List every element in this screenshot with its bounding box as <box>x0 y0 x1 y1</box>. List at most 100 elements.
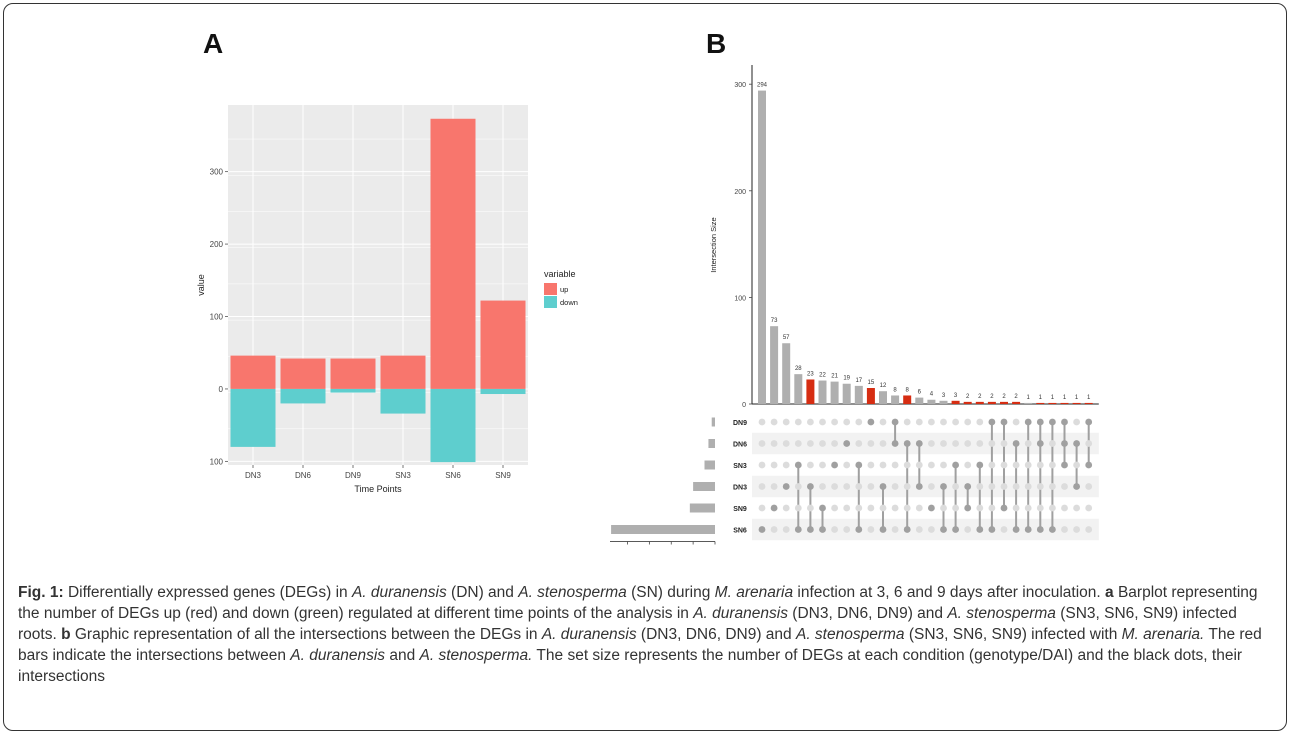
matrix-dot-inactive <box>903 461 911 469</box>
matrix-dot-inactive <box>1036 483 1044 490</box>
caption-segment: A. duranensis <box>351 584 447 601</box>
y-tick-label: 300 <box>210 168 224 177</box>
matrix-dot-active <box>1036 418 1044 426</box>
intersection-y-tick-label: 200 <box>734 189 746 196</box>
matrix-dot-inactive <box>1085 440 1093 447</box>
matrix-dot-inactive <box>976 504 984 512</box>
legend-title: variable <box>544 269 576 279</box>
matrix-dot-inactive <box>758 461 766 469</box>
matrix-dot-inactive <box>1049 440 1056 447</box>
set-size-bar <box>611 525 715 534</box>
intersection-value-label: 19 <box>843 376 850 382</box>
x-tick-label: DN3 <box>245 471 262 480</box>
intersection-value-label: 22 <box>819 373 826 379</box>
matrix-dot-active <box>952 526 959 533</box>
matrix-dot-active <box>807 483 814 490</box>
matrix-dot-active <box>928 504 935 512</box>
matrix-dot-active <box>1000 418 1008 426</box>
matrix-dot-inactive <box>1000 440 1008 447</box>
x-axis-title: Time Points <box>354 484 402 494</box>
matrix-dot-inactive <box>964 418 972 426</box>
matrix-dot-active <box>819 526 826 533</box>
caption-segment: A. duranensis <box>541 626 637 643</box>
intersection-bar <box>866 388 875 404</box>
panel-label-a: A <box>203 28 224 59</box>
intersection-bar <box>1048 402 1057 404</box>
matrix-dot-inactive <box>891 461 899 469</box>
intersection-bar <box>1060 402 1069 404</box>
matrix-dot-inactive <box>807 504 814 512</box>
matrix-dot-active <box>867 418 875 426</box>
matrix-dot-inactive <box>807 440 814 447</box>
matrix-dot-active <box>879 483 887 490</box>
matrix-dot-inactive <box>1012 483 1020 490</box>
caption-segment: A. duranensis <box>693 605 788 622</box>
y-tick-label: 100 <box>210 313 224 322</box>
matrix-dot-active <box>1073 483 1080 490</box>
caption-segment: and <box>385 647 420 664</box>
matrix-dot-active <box>891 440 899 447</box>
intersection-value-label: 15 <box>868 380 875 386</box>
matrix-dot-inactive <box>940 504 947 512</box>
matrix-dot-active <box>903 440 911 447</box>
matrix-dot-active <box>770 504 778 512</box>
bar-down <box>380 388 426 414</box>
matrix-dot-inactive <box>1049 504 1056 512</box>
matrix-dot-inactive <box>976 440 984 447</box>
intersection-bar <box>1036 402 1045 404</box>
matrix-dot-active <box>976 461 984 469</box>
matrix-dot-inactive <box>915 418 923 426</box>
matrix-dot-inactive <box>940 461 947 469</box>
intersection-bar <box>951 400 960 404</box>
caption-segment: b <box>61 626 71 643</box>
intersection-bar <box>1012 401 1021 404</box>
matrix-dot-active <box>1085 418 1093 426</box>
set-size-bar <box>711 417 715 427</box>
intersection-value-label: 294 <box>757 83 768 89</box>
y-tick-label: 100 <box>210 457 224 466</box>
matrix-dot-inactive <box>1024 461 1032 469</box>
intersection-value-label: 12 <box>880 383 887 389</box>
y-tick-label: 0 <box>219 385 224 394</box>
matrix-dot-inactive <box>782 504 790 512</box>
intersection-bar <box>927 399 936 404</box>
matrix-dot-inactive <box>843 526 851 533</box>
matrix-dot-inactive <box>928 418 935 426</box>
matrix-dot-inactive <box>770 526 778 533</box>
matrix-dot-inactive <box>988 483 996 490</box>
matrix-row-shade <box>752 518 1099 541</box>
matrix-dot-active <box>843 440 851 447</box>
matrix-dot-inactive <box>807 461 814 469</box>
matrix-dot-inactive <box>976 418 984 426</box>
set-name-label: SN9 <box>733 506 747 513</box>
matrix-dot-inactive <box>891 483 899 490</box>
intersection-value-label: 8 <box>906 387 910 393</box>
matrix-dot-inactive <box>831 483 838 490</box>
intersection-value-label: 21 <box>831 374 838 380</box>
x-tick-label: DN6 <box>295 471 312 480</box>
matrix-dot-inactive <box>770 418 778 426</box>
x-tick-label: DN9 <box>345 471 362 480</box>
matrix-dot-inactive <box>879 504 887 512</box>
matrix-dot-active <box>1049 526 1056 533</box>
matrix-dot-inactive <box>1012 504 1020 512</box>
matrix-dot-active <box>891 418 899 426</box>
matrix-dot-active <box>964 483 972 490</box>
matrix-dot-inactive <box>903 483 911 490</box>
intersection-bar <box>879 391 887 404</box>
intersection-bar <box>842 383 851 404</box>
matrix-dot-inactive <box>952 440 959 447</box>
matrix-dot-active <box>952 461 959 469</box>
matrix-dot-inactive <box>915 461 923 469</box>
matrix-dot-inactive <box>879 461 887 469</box>
matrix-dot-inactive <box>940 418 947 426</box>
matrix-dot-inactive <box>770 440 778 447</box>
matrix-dot-inactive <box>964 461 972 469</box>
bar-up <box>280 358 326 389</box>
matrix-dot-active <box>1061 418 1068 426</box>
matrix-dot-inactive <box>976 483 984 490</box>
matrix-dot-inactive <box>1036 504 1044 512</box>
matrix-dot-inactive <box>928 483 935 490</box>
matrix-dot-inactive <box>855 483 863 490</box>
